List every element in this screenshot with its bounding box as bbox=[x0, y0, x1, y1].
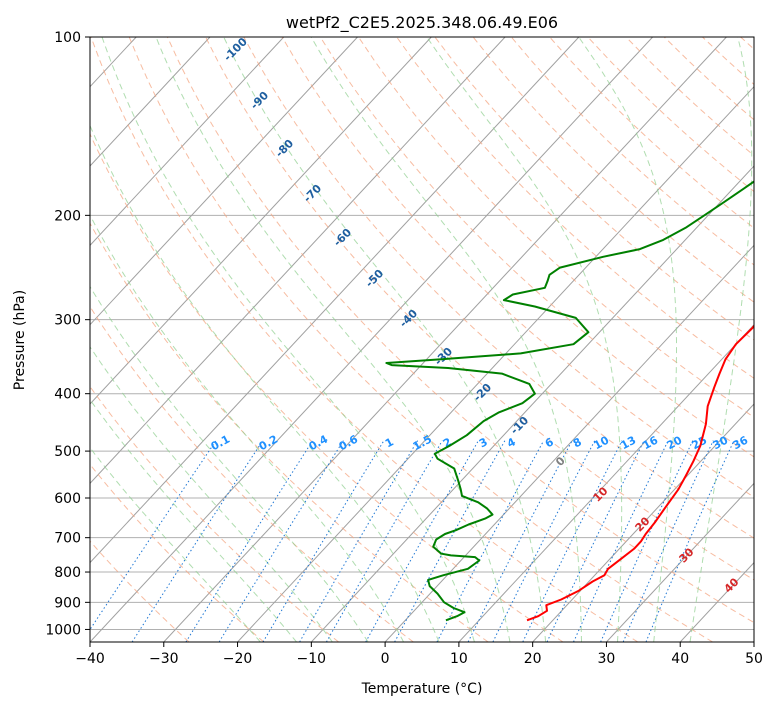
dry-adiabat-line bbox=[91, 37, 638, 642]
isotherm-line bbox=[680, 37, 775, 642]
mixing-ratio-line bbox=[601, 441, 693, 642]
isotherm-line bbox=[0, 37, 358, 642]
mixing-ratio-label: 1.5 bbox=[411, 433, 434, 454]
background-lines bbox=[0, 37, 775, 642]
dry-adiabat-label: -100 bbox=[221, 35, 250, 64]
isotherm-line bbox=[0, 37, 431, 642]
isotherm-line bbox=[0, 37, 505, 642]
x-tick-label: −20 bbox=[223, 651, 253, 667]
moist-adiabat-line bbox=[0, 37, 368, 642]
x-axis-label: Temperature (°C) bbox=[361, 681, 483, 697]
plot-frame bbox=[90, 37, 754, 642]
x-tick-label: 0 bbox=[381, 651, 390, 667]
moist-adiabat-line bbox=[690, 37, 752, 642]
chart-title: wetPf2_C2E5.2025.348.06.49.E06 bbox=[286, 13, 558, 33]
mixing-ratio-label: 0.1 bbox=[209, 433, 232, 454]
dry-adiabat-label: -70 bbox=[301, 182, 324, 205]
mixing-ratio-line bbox=[523, 441, 622, 642]
y-tick-label: 100 bbox=[54, 30, 81, 46]
dry-adiabat-label: -50 bbox=[363, 267, 386, 290]
dry-adiabat-label: 10 bbox=[591, 484, 611, 504]
mixing-ratio-label: 10 bbox=[592, 433, 612, 452]
dry-adiabat-line bbox=[626, 37, 775, 642]
x-tick-label: −30 bbox=[149, 651, 179, 667]
dry-adiabat-label: -80 bbox=[273, 137, 296, 160]
x-tick-label: 50 bbox=[745, 651, 763, 667]
y-tick-label: 200 bbox=[54, 208, 81, 224]
y-axis-ticks: 100 200 300 400 500 600 700 800 900 1000 bbox=[45, 30, 90, 638]
dry-adiabat-line bbox=[15, 37, 489, 642]
dry-adiabat-line bbox=[244, 37, 775, 642]
mixing-ratio-label: 3 bbox=[477, 435, 490, 450]
x-tick-label: 10 bbox=[450, 651, 468, 667]
dry-adiabat-line bbox=[397, 37, 775, 642]
y-tick-label: 1000 bbox=[45, 622, 81, 638]
isotherm-line bbox=[16, 37, 579, 642]
mixing-ratio-line bbox=[300, 441, 418, 642]
x-tick-label: 20 bbox=[524, 651, 542, 667]
mixing-ratio-label: 8 bbox=[571, 435, 584, 450]
dry-adiabat-line bbox=[511, 37, 775, 642]
mixing-ratio-label: 0.6 bbox=[337, 432, 361, 453]
moist-adiabat-line bbox=[0, 37, 260, 642]
x-tick-label: 30 bbox=[598, 651, 616, 667]
dry-adiabat-line bbox=[0, 37, 413, 642]
mixing-ratio-line bbox=[468, 441, 572, 642]
mixing-ratio-label: 6 bbox=[543, 435, 556, 450]
mixing-ratio-label: 30 bbox=[711, 433, 731, 452]
x-axis-ticks: −40 −30 −20 −10 0 10 20 30 40 50 bbox=[75, 642, 763, 667]
y-axis-label: Pressure (hPa) bbox=[12, 290, 28, 390]
mixing-ratio-label: 0.4 bbox=[307, 432, 331, 453]
y-tick-label: 700 bbox=[54, 531, 81, 547]
isotherm-line bbox=[533, 37, 775, 642]
dry-adiabat-label: -10 bbox=[508, 414, 531, 437]
dry-adiabat-label: -40 bbox=[397, 307, 420, 330]
isotherm-line bbox=[0, 37, 62, 642]
mixing-ratio-label: 2 bbox=[441, 435, 454, 450]
mixing-ratio-label: 16 bbox=[641, 433, 661, 452]
mixing-ratio-label: 20 bbox=[665, 433, 685, 452]
y-tick-label: 300 bbox=[54, 313, 81, 329]
mixing-ratio-label: 1 bbox=[383, 435, 396, 450]
mixing-ratio-label: 0.2 bbox=[257, 433, 280, 454]
isotherm-line bbox=[238, 37, 775, 642]
y-tick-label: 600 bbox=[54, 491, 81, 507]
isotherm-line bbox=[0, 37, 210, 642]
dry-adiabat-line bbox=[702, 37, 775, 642]
y-tick-label: 500 bbox=[54, 444, 81, 460]
y-tick-label: 900 bbox=[54, 595, 81, 611]
y-tick-label: 800 bbox=[54, 565, 81, 581]
x-tick-label: 40 bbox=[671, 651, 689, 667]
isotherm-line bbox=[164, 37, 727, 642]
dry-adiabat-label: 40 bbox=[722, 575, 742, 595]
moist-adiabat-line bbox=[102, 37, 474, 642]
isotherm-line bbox=[754, 37, 775, 642]
mixing-ratio-line bbox=[646, 441, 734, 642]
dry-adiabat-line bbox=[741, 37, 775, 642]
moist-adiabat-line bbox=[21, 37, 404, 642]
mixing-ratio-line bbox=[547, 441, 644, 642]
mixing-ratio-line bbox=[219, 441, 343, 642]
mixing-ratio-line bbox=[132, 441, 263, 642]
dry-adiabat-label: -90 bbox=[248, 89, 271, 112]
dry-adiabat-label: -20 bbox=[471, 381, 494, 404]
moist-adiabat-line bbox=[156, 37, 510, 642]
dry-adiabat-line bbox=[0, 37, 339, 642]
x-tick-label: −40 bbox=[75, 651, 105, 667]
moist-adiabat-line bbox=[0, 37, 297, 642]
dry-adiabat-line bbox=[0, 37, 189, 642]
y-tick-label: 400 bbox=[54, 387, 81, 403]
dry-adiabat-label: -60 bbox=[331, 226, 354, 249]
mixing-ratio-line bbox=[395, 441, 505, 642]
moist-adiabat-line bbox=[224, 37, 546, 642]
dry-adiabat-line bbox=[282, 37, 775, 642]
isotherm-line bbox=[90, 37, 653, 642]
x-tick-label: −10 bbox=[297, 651, 327, 667]
mixing-ratio-label: 36 bbox=[731, 433, 751, 452]
dry-adiabat-label: -30 bbox=[432, 345, 455, 368]
